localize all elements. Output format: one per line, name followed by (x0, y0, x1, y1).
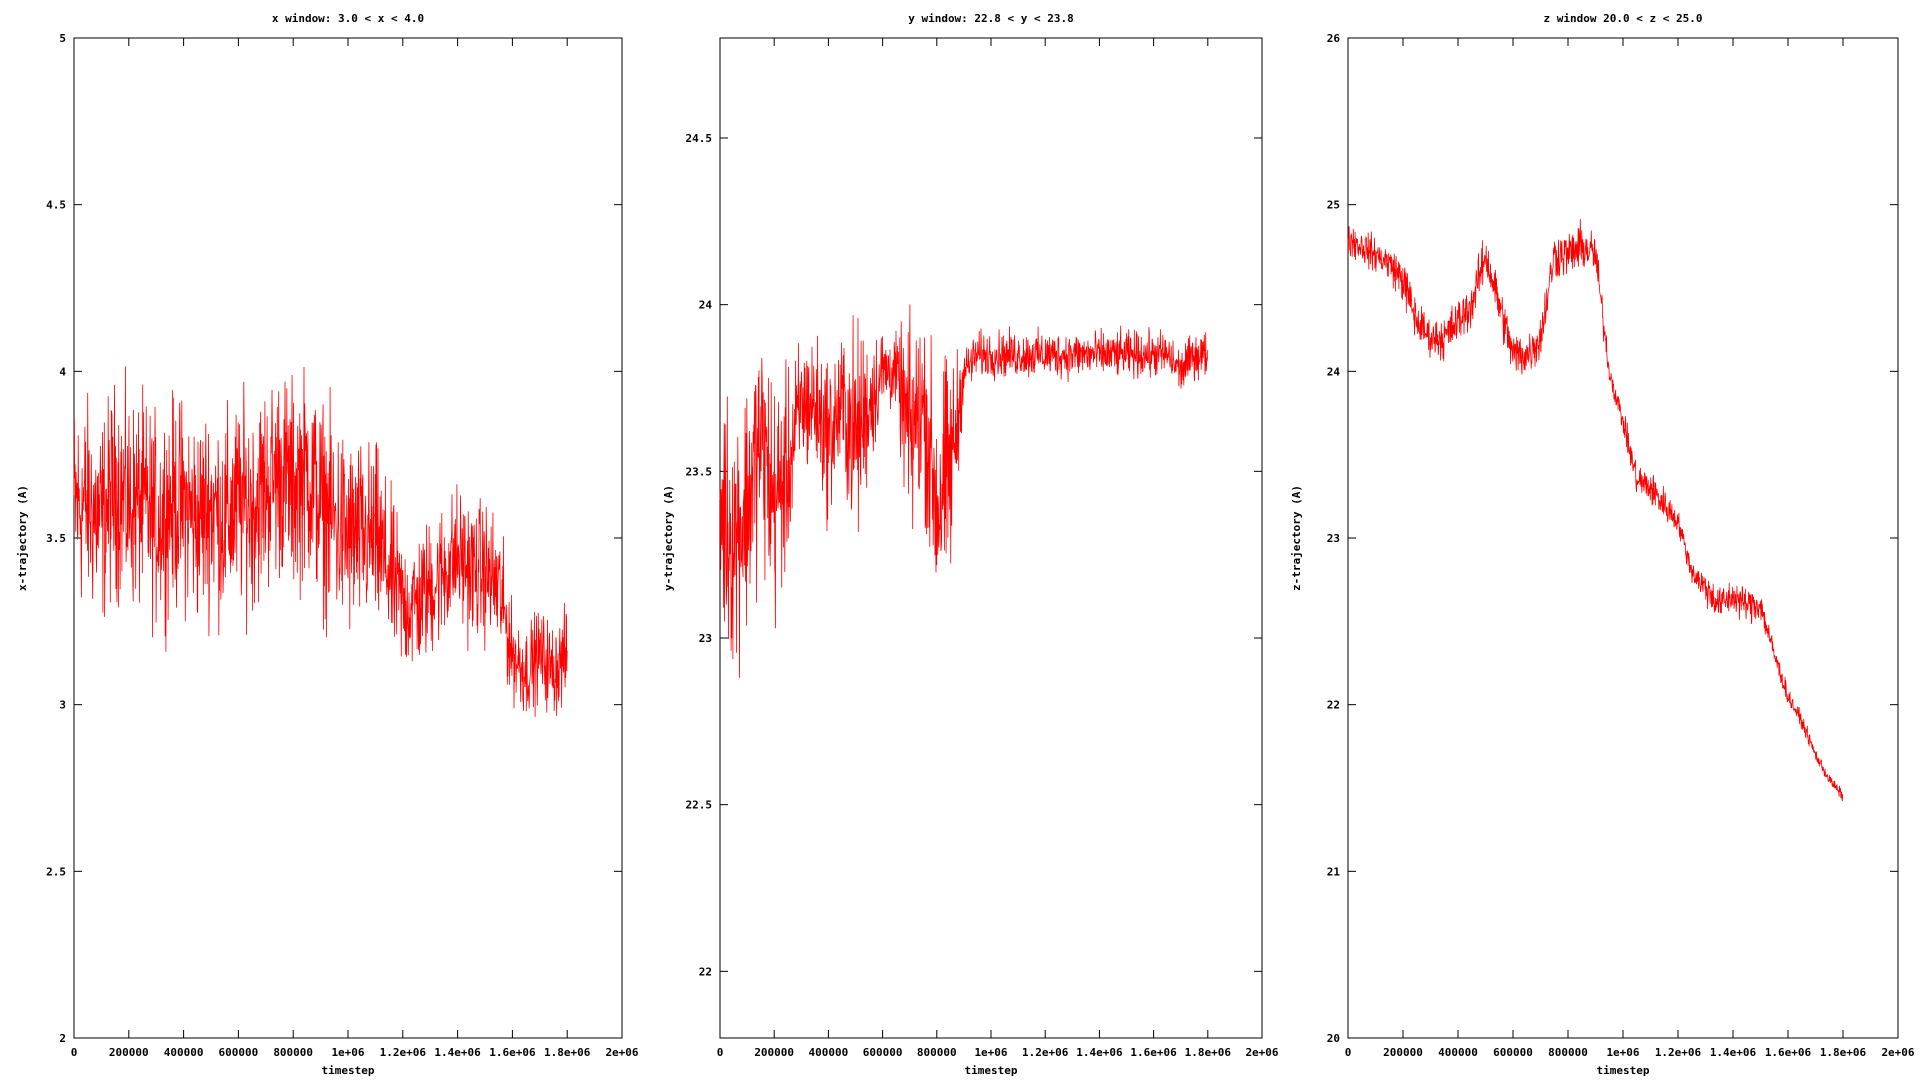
x-tick-label: 400000 (809, 1046, 849, 1059)
x-axis-label: timestep (1597, 1064, 1650, 1077)
x-tick-label: 800000 (273, 1046, 313, 1059)
x-tick-label: 1.6e+06 (1130, 1046, 1177, 1059)
y-tick-label: 20 (1327, 1032, 1340, 1045)
y-axis-label: x-trajectory (A) (16, 485, 29, 591)
x-tick-label: 400000 (164, 1046, 204, 1059)
y-tick-label: 22.5 (686, 799, 713, 812)
x-tick-label: 1.6e+06 (489, 1046, 536, 1059)
chart-panel-3: z window 20.0 < z < 25.0 timestep z-trajec… (1290, 12, 1915, 1077)
chart-panel-1: x window: 3.0 < x < 4.0 timestep x-traject… (16, 12, 639, 1077)
y-tick-label: 25 (1327, 199, 1340, 212)
series-line-1 (73, 366, 568, 718)
chart-title: x window: 3.0 < x < 4.0 (272, 12, 424, 25)
x-tick-label: 2e+06 (1881, 1046, 1914, 1059)
y-axis-label: y-trajectory (A) (662, 485, 675, 591)
x-tick-label: 0 (1345, 1046, 1352, 1059)
y-tick-label: 22 (1327, 699, 1340, 712)
y-tick-label: 21 (1327, 865, 1341, 878)
y-tick-label: 5 (59, 32, 66, 45)
x-tick-label: 1.6e+06 (1765, 1046, 1812, 1059)
x-tick-label: 1.2e+06 (1022, 1046, 1069, 1059)
y-axis-label: z-trajectory (A) (1290, 485, 1303, 591)
chart-panel-2: y window: 22.8 < y < 23.8 timestep y-traje… (662, 12, 1279, 1077)
y-tick-label: 4 (59, 365, 66, 378)
y-tick-label: 24 (1327, 365, 1341, 378)
chart-title: z window 20.0 < z < 25.0 (1544, 12, 1703, 25)
y-tick-label: 24.5 (686, 132, 713, 145)
y-tick-label: 22 (699, 965, 712, 978)
x-tick-label: 1.4e+06 (1710, 1046, 1757, 1059)
x-tick-label: 0 (717, 1046, 724, 1059)
x-tick-label: 1e+06 (331, 1046, 364, 1059)
x-tick-label: 200000 (754, 1046, 794, 1059)
x-tick-label: 1.4e+06 (434, 1046, 481, 1059)
x-tick-label: 1e+06 (1606, 1046, 1639, 1059)
plot-frame (719, 37, 1263, 1039)
series-line-1 (719, 304, 1209, 678)
x-tick-label: 600000 (219, 1046, 259, 1059)
x-axis-label: timestep (965, 1064, 1018, 1077)
y-tick-label: 23.5 (686, 465, 713, 478)
chart-title: y window: 22.8 < y < 23.8 (908, 12, 1074, 25)
x-tick-label: 200000 (1383, 1046, 1423, 1059)
series-line-1 (1347, 218, 1844, 802)
x-tick-label: 1.8e+06 (1185, 1046, 1232, 1059)
y-tick-label: 3.5 (46, 532, 66, 545)
x-tick-label: 400000 (1438, 1046, 1478, 1059)
x-tick-label: 1.2e+06 (380, 1046, 427, 1059)
y-tick-label: 4.5 (46, 199, 66, 212)
x-tick-label: 600000 (1493, 1046, 1533, 1059)
plot-frame (1347, 37, 1899, 1039)
x-tick-label: 800000 (917, 1046, 957, 1059)
x-tick-label: 1.8e+06 (1820, 1046, 1867, 1059)
x-tick-label: 200000 (109, 1046, 149, 1059)
x-tick-label: 1e+06 (974, 1046, 1007, 1059)
x-tick-label: 1.8e+06 (544, 1046, 591, 1059)
x-tick-label: 1.2e+06 (1655, 1046, 1702, 1059)
x-tick-label: 600000 (863, 1046, 903, 1059)
y-tick-label: 26 (1327, 32, 1341, 45)
y-tick-label: 24 (699, 299, 713, 312)
y-tick-label: 23 (699, 632, 712, 645)
y-tick-label: 2.5 (46, 865, 66, 878)
y-tick-label: 3 (59, 699, 66, 712)
x-tick-label: 2e+06 (605, 1046, 638, 1059)
x-tick-label: 1.4e+06 (1076, 1046, 1123, 1059)
y-tick-label: 23 (1327, 532, 1340, 545)
x-tick-label: 800000 (1548, 1046, 1588, 1059)
x-axis-label: timestep (322, 1064, 375, 1077)
y-tick-label: 2 (59, 1032, 66, 1045)
x-tick-label: 0 (71, 1046, 78, 1059)
x-tick-label: 2e+06 (1245, 1046, 1278, 1059)
